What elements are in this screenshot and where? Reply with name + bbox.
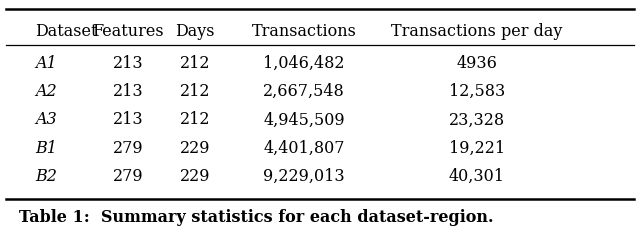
Text: 213: 213 — [113, 55, 143, 72]
Text: Transactions: Transactions — [252, 23, 356, 40]
Text: Transactions per day: Transactions per day — [391, 23, 563, 40]
Text: 4936: 4936 — [456, 55, 497, 72]
Text: 4,401,807: 4,401,807 — [263, 140, 345, 157]
Text: 4,945,509: 4,945,509 — [263, 111, 345, 128]
Text: 212: 212 — [180, 83, 211, 100]
Text: 279: 279 — [113, 168, 143, 185]
Text: Table 1:  Summary statistics for each dataset-region.: Table 1: Summary statistics for each dat… — [19, 209, 493, 226]
Text: Days: Days — [175, 23, 215, 40]
Text: 9,229,013: 9,229,013 — [263, 168, 345, 185]
Text: 2,667,548: 2,667,548 — [263, 83, 345, 100]
Text: 279: 279 — [113, 140, 143, 157]
Text: 213: 213 — [113, 83, 143, 100]
Text: B2: B2 — [35, 168, 57, 185]
Text: 23,328: 23,328 — [449, 111, 505, 128]
Text: B1: B1 — [35, 140, 57, 157]
Text: 229: 229 — [180, 168, 211, 185]
Text: 1,046,482: 1,046,482 — [263, 55, 345, 72]
Text: 212: 212 — [180, 111, 211, 128]
Text: 12,583: 12,583 — [449, 83, 505, 100]
Text: Features: Features — [92, 23, 164, 40]
Text: 19,221: 19,221 — [449, 140, 505, 157]
Text: 212: 212 — [180, 55, 211, 72]
Text: 213: 213 — [113, 111, 143, 128]
Text: A1: A1 — [35, 55, 57, 72]
Text: A2: A2 — [35, 83, 57, 100]
Text: Dataset: Dataset — [35, 23, 98, 40]
Text: 40,301: 40,301 — [449, 168, 505, 185]
Text: 229: 229 — [180, 140, 211, 157]
Text: A3: A3 — [35, 111, 57, 128]
